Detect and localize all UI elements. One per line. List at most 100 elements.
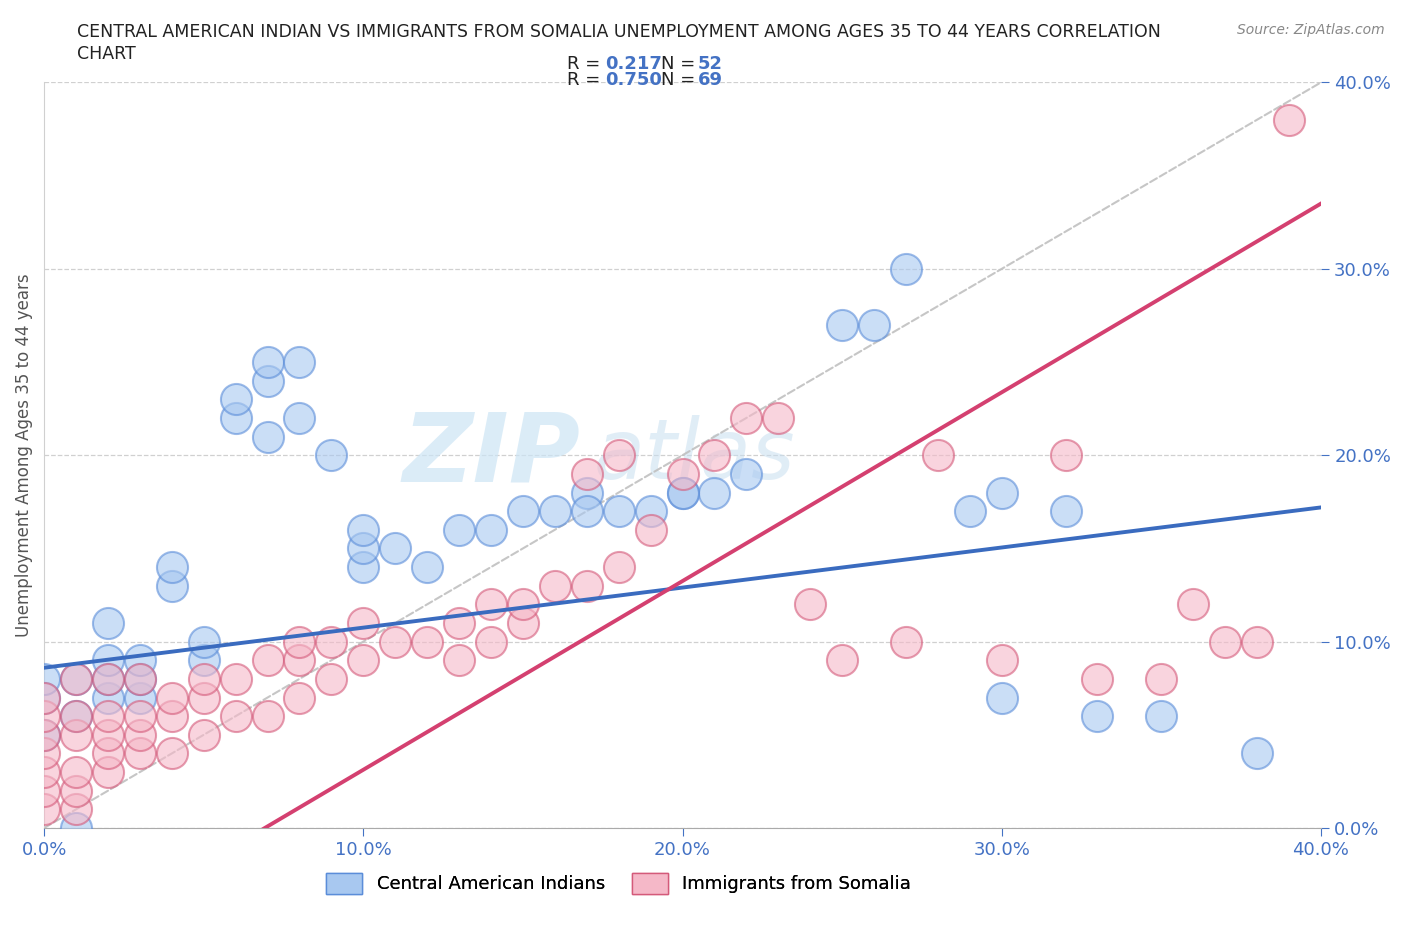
Point [959,504,981,519]
Point [544,504,567,519]
Point [1246,746,1268,761]
Text: 0.217: 0.217 [605,55,662,73]
Point [479,634,502,649]
Point [32,802,55,817]
Point [703,447,725,462]
Point [288,634,311,649]
Text: atlas: atlas [593,415,794,496]
Point [352,616,374,631]
Point [225,671,247,686]
Point [65,783,87,798]
Point [1054,447,1077,462]
Point [735,410,758,425]
Point [288,354,311,369]
Point [1278,113,1301,127]
Point [1182,597,1205,612]
Point [32,690,55,705]
Point [225,410,247,425]
Point [32,671,55,686]
Point [1087,709,1109,724]
Point [256,429,278,444]
Point [449,616,471,631]
Point [97,727,120,742]
Point [65,802,87,817]
Point [65,671,87,686]
Point [32,727,55,742]
Point [128,727,150,742]
Point [97,690,120,705]
Point [671,467,693,482]
Point [288,690,311,705]
Point [416,634,439,649]
Point [128,653,150,668]
Point [799,597,821,612]
Point [831,653,853,668]
Point [863,317,886,332]
Point [990,690,1012,705]
Point [384,634,406,649]
Point [193,727,215,742]
Point [575,467,598,482]
Point [97,764,120,779]
Point [128,690,150,705]
Point [193,634,215,649]
Point [65,820,87,835]
Point [575,485,598,500]
Text: CHART: CHART [77,45,136,62]
Point [479,597,502,612]
Point [160,560,183,575]
Point [768,410,790,425]
Point [1213,634,1236,649]
Point [352,653,374,668]
Point [575,504,598,519]
Text: 69: 69 [697,71,723,88]
Point [160,690,183,705]
Point [352,560,374,575]
Text: 52: 52 [697,55,723,73]
Point [449,523,471,538]
Point [640,523,662,538]
Text: R =: R = [567,55,606,73]
Point [225,709,247,724]
Point [894,261,917,276]
Point [160,746,183,761]
Point [640,504,662,519]
Text: 0.750: 0.750 [605,71,662,88]
Point [256,709,278,724]
Point [607,447,630,462]
Point [575,578,598,593]
Point [990,653,1012,668]
Point [97,746,120,761]
Point [32,690,55,705]
Point [193,671,215,686]
Point [32,764,55,779]
Point [256,373,278,388]
Point [97,653,120,668]
Point [97,671,120,686]
Point [352,541,374,556]
Point [160,578,183,593]
Point [32,783,55,798]
Point [32,709,55,724]
Point [321,447,343,462]
Point [193,690,215,705]
Point [1150,671,1173,686]
Point [671,485,693,500]
Point [1150,709,1173,724]
Point [128,671,150,686]
Point [416,560,439,575]
Text: CENTRAL AMERICAN INDIAN VS IMMIGRANTS FROM SOMALIA UNEMPLOYMENT AMONG AGES 35 TO: CENTRAL AMERICAN INDIAN VS IMMIGRANTS FR… [77,23,1161,41]
Point [32,746,55,761]
Legend: Central American Indians, Immigrants from Somalia: Central American Indians, Immigrants fro… [319,866,918,901]
Point [225,392,247,406]
Point [1054,504,1077,519]
Point [65,709,87,724]
Point [288,653,311,668]
Point [990,485,1012,500]
Point [512,504,534,519]
Text: N =: N = [661,55,702,73]
Point [160,709,183,724]
Text: N =: N = [661,71,702,88]
Point [735,467,758,482]
Point [512,597,534,612]
